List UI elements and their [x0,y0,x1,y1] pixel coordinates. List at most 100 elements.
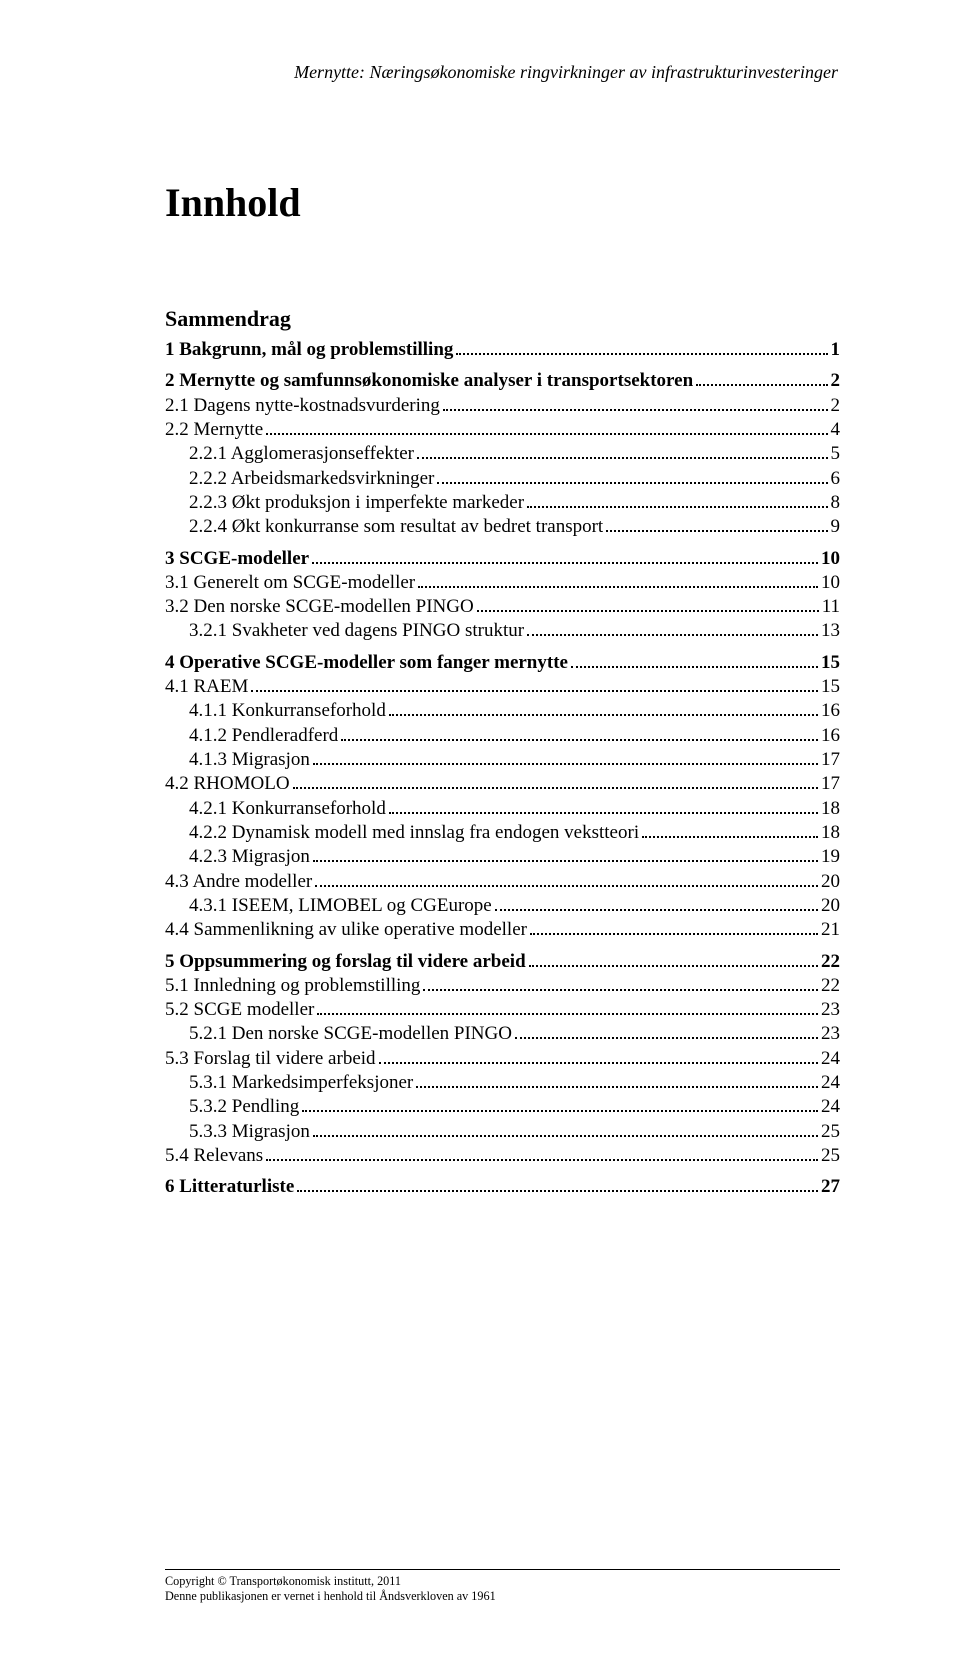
toc-page-number: 2 [831,369,841,393]
toc-label: 5.3.1 Markedsimperfeksjoner [189,1071,413,1095]
toc-leader-dots [606,518,827,532]
toc-row: 5.4 Relevans 25 [165,1144,840,1168]
page: Mernytte: Næringsøkonomiske ringvirkning… [0,0,960,1659]
toc-row: 2.1 Dagens nytte-kostnadsvurdering2 [165,394,840,418]
footer-rule [165,1569,840,1570]
toc-row: 2.2.1 Agglomerasjonseffekter 5 [165,442,840,466]
toc-leader-dots [313,1122,818,1136]
toc-label: 2.2.1 Agglomerasjonseffekter [189,442,414,466]
toc-label: 5.1 Innledning og problemstilling [165,974,420,998]
toc-page-number: 2 [831,394,841,418]
toc-label: 2.2.2 Arbeidsmarkedsvirkninger [189,467,434,491]
footer-line-1: Copyright © Transportøkonomisk institutt… [165,1574,840,1589]
toc-leader-dots [312,549,818,563]
toc-label: 4.1.1 Konkurranseforhold [189,699,386,723]
toc-row: 5 Oppsummering og forslag til videre arb… [165,950,840,974]
toc-row: 4.1.3 Migrasjon17 [165,748,840,772]
toc-label: 5.4 Relevans [165,1144,263,1168]
toc-label: 4.2.2 Dynamisk modell med innslag fra en… [189,821,639,845]
footer: Copyright © Transportøkonomisk institutt… [165,1569,840,1605]
toc-label: 4.4 Sammenlikning av ulike operative mod… [165,918,527,942]
toc-leader-dots [389,702,818,716]
toc-label: 2.2 Mernytte [165,418,263,442]
toc-row: 4.2.3 Migrasjon19 [165,845,840,869]
toc-label: 4.3 Andre modeller [165,870,312,894]
toc-label: 4.2.1 Konkurranseforhold [189,797,386,821]
toc-page-number: 10 [821,571,840,595]
toc-leader-dots [423,976,818,990]
toc-row: 4.1.1 Konkurranseforhold 16 [165,699,840,723]
toc-gap [165,943,840,950]
toc-row: 5.1 Innledning og problemstilling 22 [165,974,840,998]
toc-page-number: 17 [821,772,840,796]
toc-row: 3.2 Den norske SCGE-modellen PINGO11 [165,595,840,619]
toc-page-number: 18 [821,821,840,845]
toc-leader-dots [251,678,818,692]
table-of-contents: 1 Bakgrunn, mål og problemstilling12 Mer… [165,338,840,1200]
toc-leader-dots [266,421,827,435]
toc-page-number: 9 [831,515,841,539]
toc-label: 2 Mernytte og samfunnsøkonomiske analyse… [165,369,693,393]
toc-page-number: 20 [821,870,840,894]
toc-leader-dots [266,1147,818,1161]
toc-page-number: 5 [831,442,841,466]
toc-row: 2.2.3 Økt produksjon i imperfekte marked… [165,491,840,515]
toc-label: 5.2.1 Den norske SCGE-modellen PINGO [189,1022,512,1046]
toc-leader-dots [477,598,819,612]
toc-label: 3.2.1 Svakheter ved dagens PINGO struktu… [189,619,524,643]
toc-leader-dots [416,1074,818,1088]
toc-gap [165,362,840,369]
toc-leader-dots [302,1098,818,1112]
toc-leader-dots [456,341,827,355]
toc-leader-dots [696,372,827,386]
toc-leader-dots [515,1025,818,1039]
toc-leader-dots [297,1178,818,1192]
toc-label: 5.3.3 Migrasjon [189,1120,310,1144]
toc-page-number: 23 [821,998,840,1022]
toc-row: 3 SCGE-modeller10 [165,547,840,571]
toc-leader-dots [642,824,818,838]
toc-row: 4.1.2 Pendleradferd16 [165,724,840,748]
toc-leader-dots [527,622,818,636]
toc-leader-dots [571,653,818,667]
toc-label: 4.2.3 Migrasjon [189,845,310,869]
toc-gap [165,1168,840,1175]
toc-gap [165,644,840,651]
toc-label: 4.3.1 ISEEM, LIMOBEL og CGEurope [189,894,492,918]
toc-row: 2.2 Mernytte 4 [165,418,840,442]
toc-page-number: 15 [821,675,840,699]
toc-label: 3.1 Generelt om SCGE-modeller [165,571,415,595]
toc-leader-dots [443,396,828,410]
running-header: Mernytte: Næringsøkonomiske ringvirkning… [165,62,840,83]
toc-leader-dots [315,872,818,886]
toc-page-number: 23 [821,1022,840,1046]
toc-label: 2.2.4 Økt konkurranse som resultat av be… [189,515,603,539]
toc-label: 5 Oppsummering og forslag til videre arb… [165,950,526,974]
toc-row: 4.2.2 Dynamisk modell med innslag fra en… [165,821,840,845]
toc-label: 1 Bakgrunn, mål og problemstilling [165,338,453,362]
toc-page-number: 11 [822,595,840,619]
toc-page-number: 16 [821,699,840,723]
toc-page-number: 10 [821,547,840,571]
toc-leader-dots [313,751,818,765]
toc-page-number: 25 [821,1120,840,1144]
footer-line-2: Denne publikasjonen er vernet i henhold … [165,1589,840,1604]
toc-leader-dots [418,573,818,587]
toc-page-number: 25 [821,1144,840,1168]
toc-page-number: 16 [821,724,840,748]
toc-page-number: 22 [821,974,840,998]
toc-page-number: 4 [831,418,841,442]
toc-leader-dots [527,494,827,508]
toc-gap [165,540,840,547]
toc-row: 2.2.2 Arbeidsmarkedsvirkninger6 [165,467,840,491]
toc-label: 5.2 SCGE modeller [165,998,314,1022]
toc-label: 2.2.3 Økt produksjon i imperfekte marked… [189,491,524,515]
summary-heading: Sammendrag [165,306,840,332]
toc-row: 5.2.1 Den norske SCGE-modellen PINGO 23 [165,1022,840,1046]
toc-label: 4.1.3 Migrasjon [189,748,310,772]
toc-row: 4.4 Sammenlikning av ulike operative mod… [165,918,840,942]
toc-row: 2 Mernytte og samfunnsøkonomiske analyse… [165,369,840,393]
toc-leader-dots [437,469,827,483]
toc-row: 4.2 RHOMOLO17 [165,772,840,796]
toc-label: 6 Litteraturliste [165,1175,294,1199]
